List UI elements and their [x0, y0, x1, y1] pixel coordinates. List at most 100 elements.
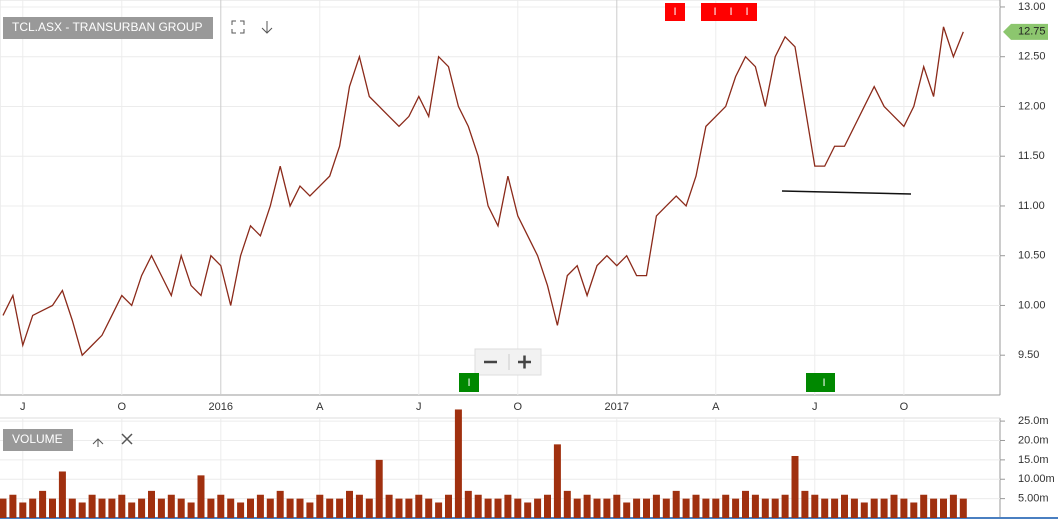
volume-bar: [880, 498, 888, 518]
volume-bar: [326, 498, 334, 518]
volume-bar: [395, 498, 403, 518]
volume-bar: [306, 502, 314, 518]
volume-bar: [68, 498, 76, 518]
x-tick-label: O: [118, 401, 127, 413]
volume-bar: [227, 498, 235, 518]
x-tick-label: 2016: [209, 401, 233, 413]
volume-bar: [652, 494, 660, 518]
volume-bar: [286, 498, 294, 518]
x-tick-label: A: [316, 401, 324, 413]
y-tick-label: 25.0m: [1018, 415, 1049, 427]
y-tick-label: 5.00m: [1018, 493, 1049, 505]
volume-bar: [583, 494, 591, 518]
volume-bar: [445, 494, 452, 518]
volume-bar: [98, 498, 106, 518]
zoom-in[interactable]: [518, 355, 531, 369]
volume-bar: [474, 494, 482, 518]
volume-bar: [573, 498, 581, 518]
volume-bar: [613, 494, 621, 518]
y-tick-label: 12.00: [1018, 100, 1046, 112]
volume-bar: [346, 490, 353, 518]
volume-bar: [29, 498, 37, 518]
volume-bar: [692, 494, 700, 518]
volume-bar: [910, 502, 918, 518]
trend-line: [781, 190, 912, 195]
volume-bar: [860, 502, 868, 518]
volume-bar: [930, 498, 938, 518]
volume-bar: [157, 498, 165, 518]
volume-bar: [603, 498, 611, 518]
volume-bar: [771, 498, 779, 518]
fullscreen-icon[interactable]: [231, 20, 245, 34]
event-label: I: [673, 6, 676, 18]
event-markers: I I I I I I: [459, 3, 835, 392]
volume-bar: [949, 494, 957, 518]
volume-bar: [464, 490, 472, 518]
volume-bar: [435, 502, 443, 518]
volume-bar: [49, 498, 56, 518]
volume-bar: [375, 459, 383, 518]
volume-bar: [316, 494, 324, 518]
y-tick-label: 12.50: [1018, 51, 1046, 63]
volume-bar: [355, 494, 363, 518]
event-marker[interactable]: [459, 373, 479, 392]
event-label: I: [822, 377, 825, 389]
volume-bar: [821, 498, 829, 518]
volume-bar: [0, 498, 7, 518]
volume-bar: [148, 490, 155, 518]
volume-bar: [415, 494, 423, 518]
y-tick-label: 20.0m: [1018, 434, 1049, 446]
volume-bar: [751, 494, 759, 518]
x-tick-label: 2017: [605, 401, 629, 413]
volume-bar: [940, 498, 947, 518]
volume-title: VOLUME: [12, 432, 63, 446]
volume-bar: [662, 498, 670, 518]
close-icon[interactable]: [121, 433, 133, 445]
volume-bar: [544, 494, 551, 518]
volume-bar: [138, 498, 146, 518]
x-tick-label: A: [712, 401, 720, 413]
volume-bar: [801, 490, 809, 518]
event-marker[interactable]: [665, 3, 685, 21]
volume-bar: [276, 490, 284, 518]
volume-bar: [553, 444, 561, 518]
volume-bar: [791, 455, 799, 518]
zoom-control[interactable]: [474, 348, 542, 376]
event-label: I: [467, 377, 470, 389]
move-up-icon[interactable]: [92, 438, 104, 447]
volume-bar: [78, 502, 86, 518]
volume-bar: [365, 498, 373, 518]
volume-bar: [811, 494, 819, 518]
volume-bar: [623, 502, 631, 518]
event-marker[interactable]: [701, 3, 757, 21]
volume-bar: [425, 498, 433, 518]
y-tick-label: 15.0m: [1018, 454, 1049, 466]
volume-bar: [494, 498, 502, 518]
volume-bar: [722, 494, 730, 518]
chart-title: TCL.ASX - TRANSURBAN GROUP: [12, 20, 202, 34]
volume-bar: [207, 498, 215, 518]
volume-bar: [385, 494, 393, 518]
volume-bar: [58, 471, 66, 518]
event-label: I: [713, 6, 716, 18]
x-tick-label: J: [416, 401, 422, 413]
volume-bar: [593, 498, 601, 518]
event-label: I: [745, 6, 748, 18]
download-icon[interactable]: [261, 21, 273, 34]
volume-bar: [336, 498, 344, 518]
volume-bar: [484, 498, 492, 518]
x-tick-label: J: [20, 401, 26, 413]
y-tick-label: 11.00: [1018, 200, 1045, 212]
y-tick-label: 9.50: [1018, 349, 1039, 361]
event-marker[interactable]: [806, 373, 835, 392]
volume-bar: [187, 502, 195, 518]
volume-bar: [19, 502, 27, 518]
y-tick-label: 10.50: [1018, 250, 1046, 262]
volume-bar: [39, 490, 47, 518]
title-box: [3, 17, 213, 39]
x-tick-label: O: [900, 401, 909, 413]
volume-bar: [167, 494, 175, 518]
event-label: I: [729, 6, 732, 18]
last-price-tag: [1003, 23, 1048, 40]
